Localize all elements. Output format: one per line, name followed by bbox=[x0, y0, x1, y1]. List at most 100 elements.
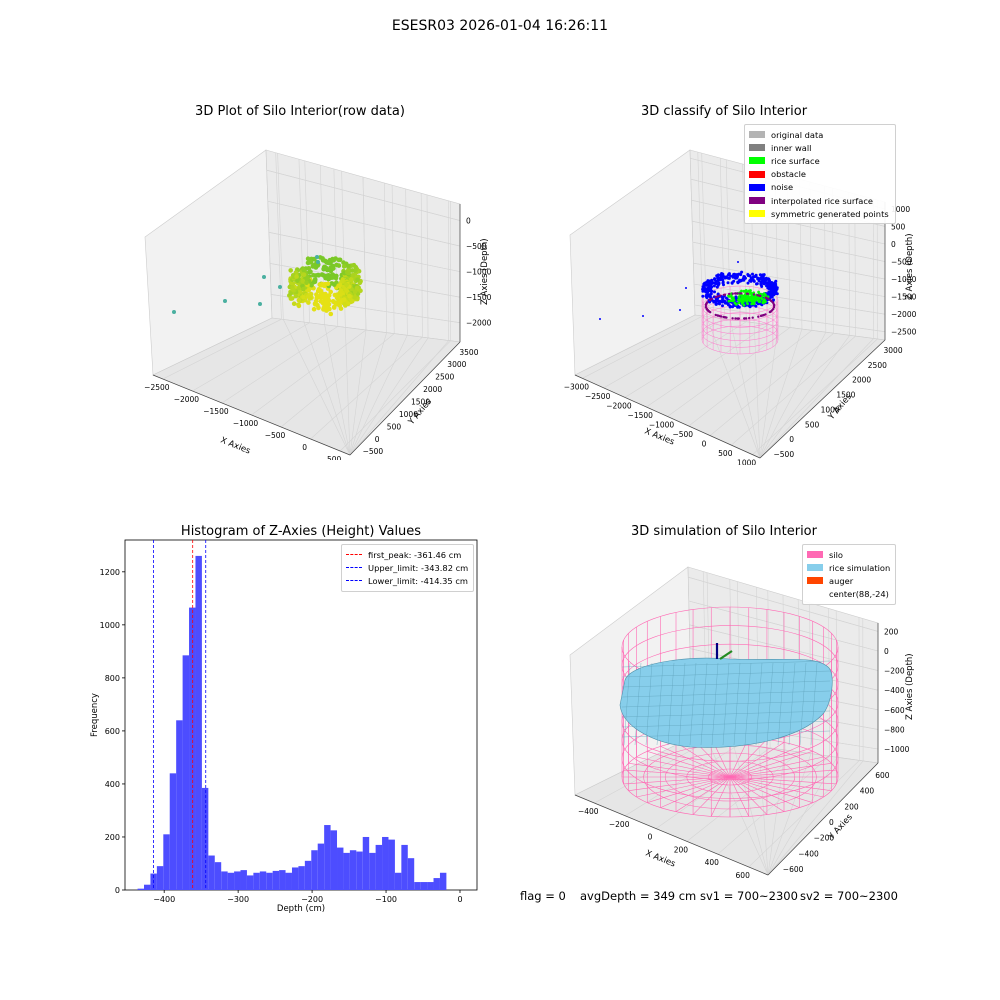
raw-outlier-point bbox=[172, 310, 176, 314]
rice-mesh-line bbox=[799, 662, 807, 746]
raw-data-point bbox=[327, 259, 332, 265]
raw-y-tick: 3000 bbox=[447, 360, 466, 369]
classify-noise-point bbox=[713, 290, 716, 294]
legend-swatch bbox=[807, 551, 823, 559]
histogram-bar bbox=[317, 843, 325, 890]
rice-mesh-line bbox=[755, 662, 763, 746]
raw-data-point bbox=[321, 273, 326, 278]
rice-mesh-line bbox=[733, 662, 741, 746]
histogram-y-tick: 1200 bbox=[100, 568, 120, 577]
classify-noise-point bbox=[599, 318, 601, 320]
histogram-bar bbox=[182, 655, 190, 890]
classify-noise-point bbox=[716, 292, 720, 296]
classify-z-tick: −500 bbox=[891, 258, 912, 267]
simulation-3d-plot: −400−2000200400600−600−400−2000200400600… bbox=[569, 566, 915, 880]
classify-rice-point bbox=[757, 290, 760, 294]
classify-x-tick: −3000 bbox=[564, 382, 590, 391]
legend-label: rice simulation bbox=[829, 562, 891, 573]
legend-swatch bbox=[807, 577, 823, 585]
classify-rice-point bbox=[741, 295, 744, 299]
rice-mesh-line bbox=[810, 662, 818, 746]
simulation-y-tick: 200 bbox=[844, 802, 859, 811]
classify-x-tick: −2000 bbox=[606, 401, 632, 410]
raw-data-point bbox=[323, 265, 329, 270]
classify-noise-point bbox=[714, 302, 718, 306]
classify-noise-point bbox=[741, 277, 745, 280]
raw-y-tick: 1500 bbox=[411, 398, 430, 407]
simulation-y-tick: 0 bbox=[829, 818, 834, 827]
simulation-x-tick: −200 bbox=[609, 820, 630, 829]
classify-noise-point bbox=[770, 292, 774, 296]
raw-x-tick: 0 bbox=[302, 443, 307, 452]
raw-x-tick: 500 bbox=[327, 455, 342, 460]
histogram-bar bbox=[337, 847, 344, 890]
classify-noise-point bbox=[708, 300, 712, 304]
simulation-x-tick: 400 bbox=[705, 858, 720, 867]
legend-label: symmetric generated points bbox=[771, 208, 889, 219]
histogram-x-tick: 0 bbox=[457, 895, 462, 904]
legend-entry: silo bbox=[807, 548, 891, 561]
silo-floor-spoke bbox=[729, 776, 813, 803]
histogram-bar bbox=[375, 844, 383, 890]
classify-noise-point bbox=[726, 303, 730, 307]
silo-floor-spoke bbox=[675, 776, 731, 812]
histogram-bar bbox=[246, 875, 254, 890]
raw-y-tick: 2500 bbox=[435, 373, 454, 382]
raw-data-point bbox=[301, 286, 306, 292]
classify-rice-point bbox=[740, 289, 743, 293]
classify-noise-point bbox=[768, 292, 772, 296]
histogram-bar bbox=[144, 884, 151, 890]
raw-data-point bbox=[348, 277, 354, 282]
simulation-x-tick: −400 bbox=[578, 807, 599, 816]
raw-data-point bbox=[328, 289, 333, 295]
classify-noise-point bbox=[679, 309, 681, 311]
raw-data-point bbox=[324, 273, 330, 279]
classify-noise-point bbox=[772, 298, 775, 302]
classify-noise-point bbox=[724, 276, 728, 280]
classify-rice-point bbox=[729, 295, 733, 298]
raw-data-point bbox=[330, 299, 336, 304]
raw-data-point bbox=[347, 293, 352, 299]
raw-data-point bbox=[317, 282, 322, 287]
raw-data-point bbox=[340, 278, 345, 284]
classify-y-tick: 2000 bbox=[852, 376, 871, 385]
simulation-z-tick: −1000 bbox=[884, 745, 910, 754]
silo-floor-spoke bbox=[647, 751, 731, 778]
classify-z-tick: 0 bbox=[891, 240, 896, 249]
raw-data-point bbox=[300, 278, 306, 284]
legend-label: rice surface bbox=[771, 155, 820, 166]
raw-data-point bbox=[307, 269, 312, 275]
sv1-status: sv1 = 700~2300 bbox=[700, 889, 798, 903]
simulation-y-tick: −200 bbox=[814, 834, 835, 843]
raw-data-point bbox=[352, 295, 357, 300]
simulation-z-tick: 0 bbox=[884, 647, 889, 656]
histogram-bar bbox=[163, 834, 170, 890]
histogram-y-tick: 0 bbox=[115, 886, 120, 895]
histogram-bar bbox=[291, 867, 299, 890]
histogram-legend-entry: Lower_limit: -414.35 cm bbox=[346, 574, 469, 587]
classify-x-tick: 0 bbox=[702, 440, 707, 449]
silo-floor-spoke bbox=[729, 776, 832, 791]
raw-outlier-point bbox=[258, 302, 262, 306]
legend-label: auger bbox=[829, 575, 854, 586]
classify-noise-point bbox=[760, 285, 764, 288]
silo-floor-ring bbox=[686, 760, 774, 794]
classify-rice-point bbox=[761, 301, 765, 305]
histogram-bar bbox=[439, 872, 447, 890]
classify-noise-point bbox=[716, 279, 720, 283]
classify-rice-point bbox=[750, 293, 753, 296]
raw-data-point bbox=[305, 294, 311, 299]
legend-entry: rice surface bbox=[749, 154, 891, 167]
classify-noise-point bbox=[717, 282, 721, 286]
simulation-ylabel: Y Axies bbox=[826, 812, 855, 843]
classify-rice-point bbox=[737, 301, 741, 305]
rice-mesh-line bbox=[667, 662, 675, 746]
raw-y-tick: 1000 bbox=[399, 410, 418, 419]
raw-data-point bbox=[325, 281, 331, 287]
raw-data-point bbox=[336, 263, 342, 268]
silo-floor-spoke bbox=[623, 776, 731, 785]
classify-y-tick: 1500 bbox=[836, 391, 855, 400]
classify-interpolated-point bbox=[748, 316, 751, 320]
histogram-legend: first_peak: -361.46 cm Upper_limit: -343.… bbox=[341, 544, 474, 592]
